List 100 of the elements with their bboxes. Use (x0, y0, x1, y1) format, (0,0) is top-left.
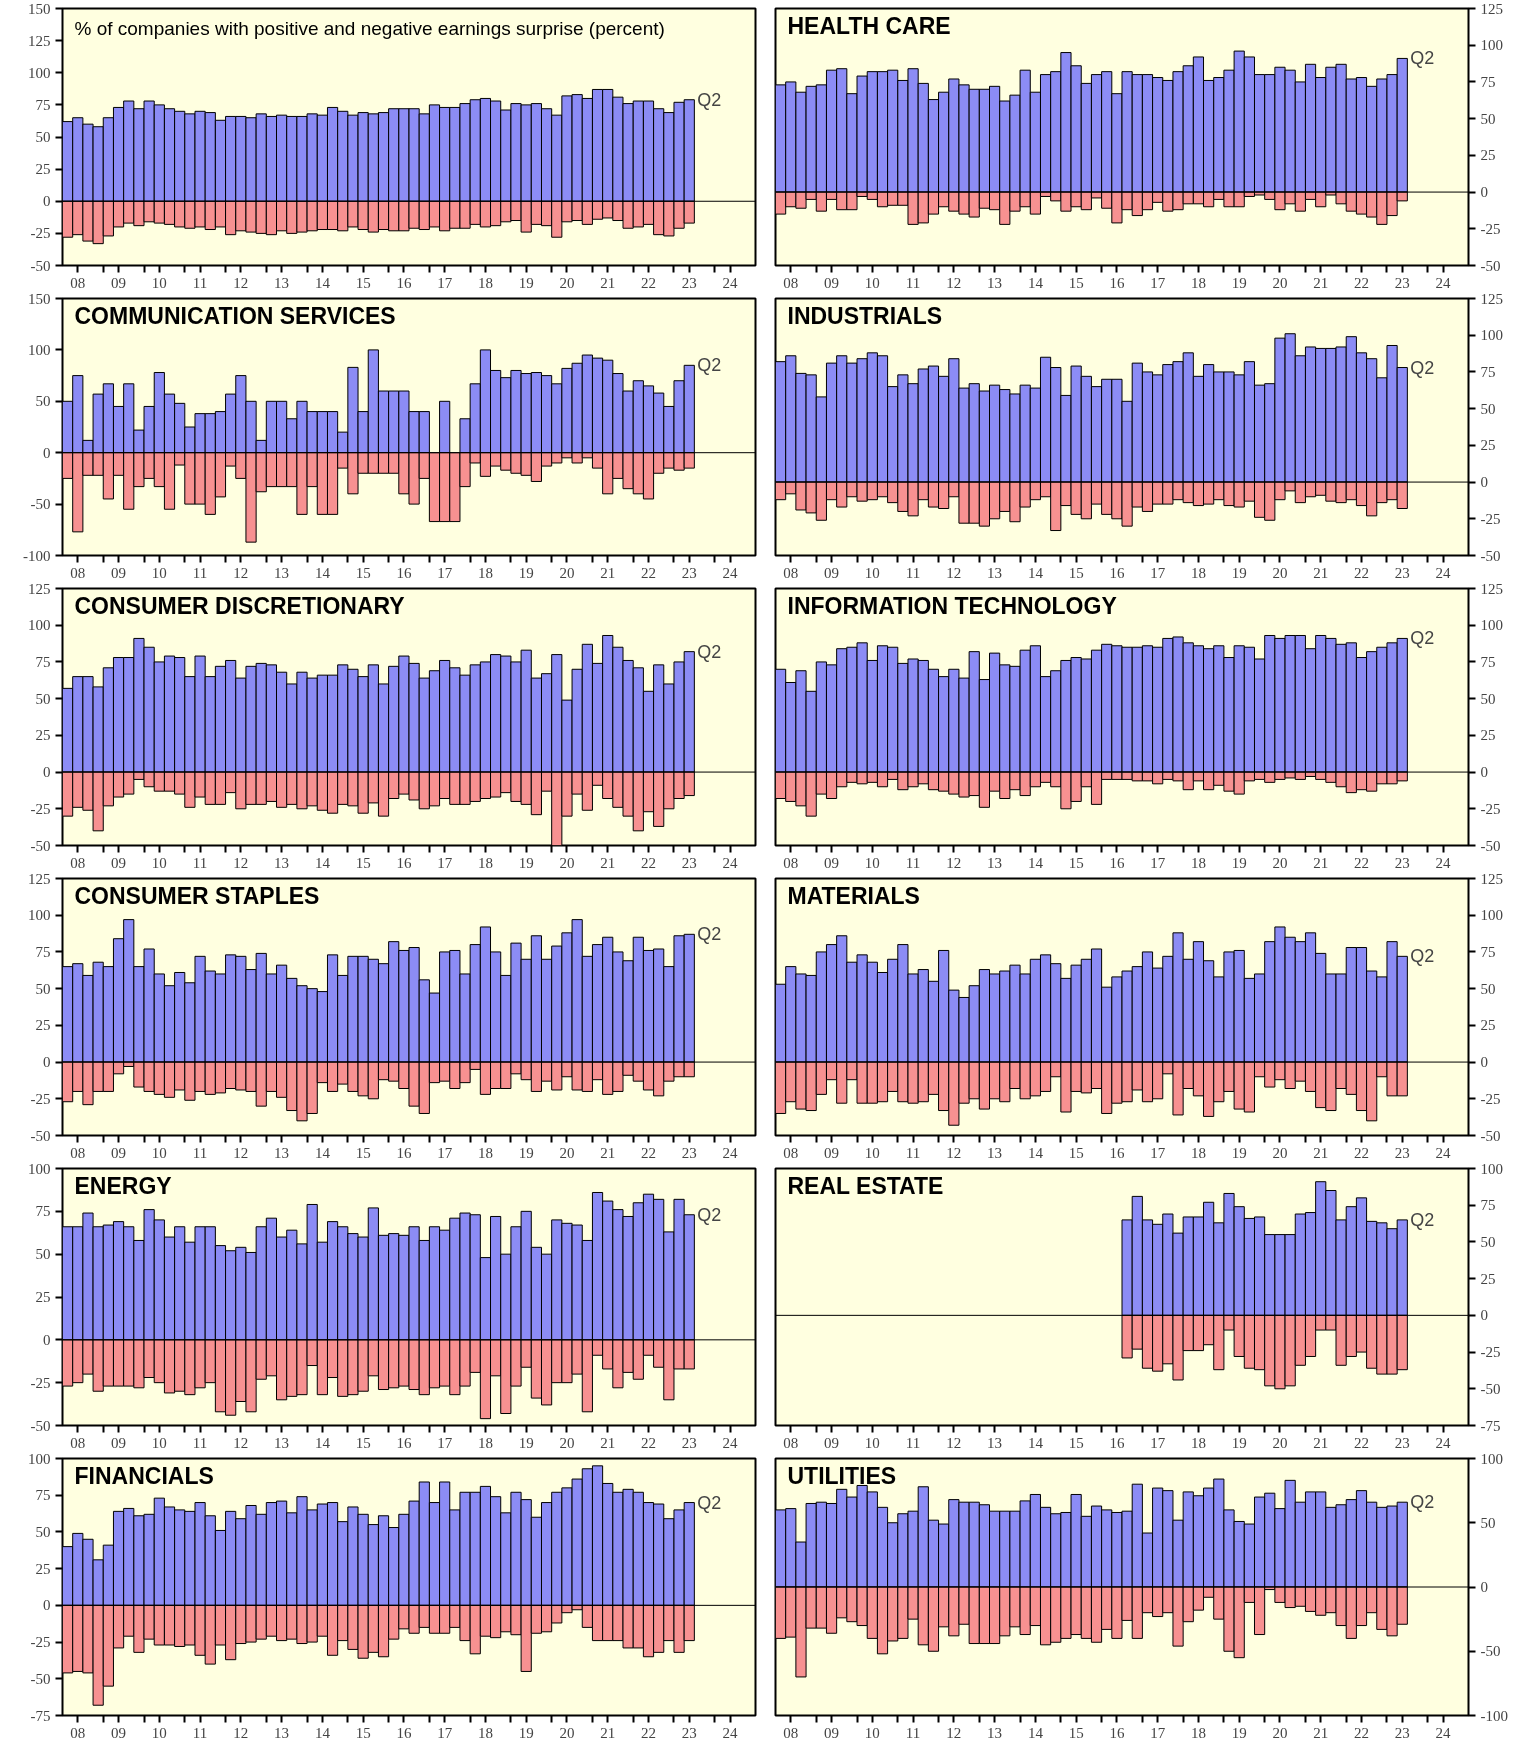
y-tick-label: 100 (1480, 1160, 1503, 1177)
x-tick-label: 15 (1068, 854, 1084, 871)
x-tick-label: 22 (1353, 564, 1369, 581)
x-tick-label: 10 (151, 1434, 167, 1451)
y-tick-label: 0 (43, 1054, 51, 1071)
x-tick-label: 24 (1435, 1724, 1452, 1741)
x-tick-label: 12 (233, 274, 249, 291)
y-tick-label: 75 (35, 1487, 51, 1504)
x-tick-label: 14 (1027, 854, 1044, 871)
x-tick-label: 11 (192, 1724, 208, 1741)
x-tick-label: 10 (151, 1724, 167, 1741)
x-tick-label: 19 (518, 274, 534, 291)
x-tick-label: 08 (70, 1724, 86, 1741)
x-tick-label: 17 (437, 854, 453, 871)
x-tick-label: 10 (151, 274, 167, 291)
annotation: Q2 (1410, 357, 1435, 378)
x-tick-label: 23 (1394, 1434, 1410, 1451)
x-tick-label: 18 (1190, 564, 1206, 581)
x-tick-label: 22 (1353, 1434, 1369, 1451)
y-tick-label: 50 (1480, 400, 1496, 417)
y-tick-label: 0 (1480, 1054, 1488, 1071)
x-tick-label: 22 (640, 854, 656, 871)
x-tick-label: 16 (1109, 1144, 1125, 1161)
x-tick-label: 14 (314, 564, 331, 581)
x-tick-label: 14 (1027, 1724, 1044, 1741)
x-tick-label: 08 (783, 274, 799, 291)
y-tick-label: 25 (35, 1017, 51, 1034)
y-tick-label: -25 (1480, 510, 1501, 527)
y-tick-label: 0 (1480, 1579, 1488, 1595)
x-tick-label: 08 (783, 1434, 799, 1451)
x-tick-label: 10 (151, 854, 167, 871)
y-tick-label: -25 (1480, 800, 1501, 817)
x-tick-label: 11 (192, 854, 208, 871)
x-tick-label: 10 (151, 564, 167, 581)
x-tick-label: 13 (274, 1434, 290, 1451)
y-tick-label: 25 (35, 727, 51, 744)
x-tick-label: 16 (1109, 564, 1125, 581)
x-tick-label: 15 (355, 854, 371, 871)
x-tick-label: 21 (600, 1724, 616, 1741)
y-tick-label: -25 (30, 225, 51, 242)
y-tick-label: 100 (28, 64, 51, 81)
x-tick-label: 23 (681, 854, 697, 871)
x-tick-label: 16 (1109, 854, 1125, 871)
y-tick-label: 0 (43, 193, 51, 210)
x-tick-label: 19 (518, 854, 534, 871)
x-tick-label: 17 (1150, 564, 1166, 581)
x-tick-label: 21 (600, 274, 616, 291)
y-tick-label: -25 (1480, 220, 1501, 237)
y-tick-label: 0 (43, 1597, 51, 1614)
y-tick-label: 75 (35, 653, 51, 670)
x-tick-label: 19 (518, 1434, 534, 1451)
y-tick-label: 50 (1480, 980, 1496, 997)
x-tick-label: 23 (681, 1724, 697, 1741)
x-tick-label: 17 (437, 564, 453, 581)
x-tick-label: 10 (151, 1144, 167, 1161)
y-tick-label: 100 (28, 1160, 51, 1177)
x-tick-label: 08 (70, 854, 86, 871)
x-tick-label: 09 (824, 854, 840, 871)
x-tick-label: 23 (681, 1434, 697, 1451)
annotation: Q2 (1410, 628, 1435, 649)
x-tick-label: 24 (1435, 1144, 1452, 1161)
x-tick-label: 09 (111, 564, 127, 581)
annotation: Q2 (1410, 48, 1435, 69)
text: % of companies with positive and negative earnings surprise (percent) (74, 17, 665, 39)
x-tick-label: 12 (946, 1144, 962, 1161)
annotation: Q2 (697, 89, 722, 110)
y-tick-label: 100 (1480, 907, 1503, 924)
y-tick-label: 100 (28, 1450, 51, 1467)
x-tick-label: 15 (1068, 1434, 1084, 1451)
x-tick-label: 18 (1190, 1724, 1206, 1741)
y-tick-label: -50 (30, 1127, 51, 1144)
x-tick-label: 12 (946, 564, 962, 581)
x-tick-label: 12 (233, 1434, 249, 1451)
y-tick-label: 150 (28, 0, 51, 17)
annotation: Q2 (697, 924, 722, 945)
x-tick-label: 11 (905, 854, 921, 871)
annotation: Q2 (697, 1204, 722, 1225)
y-tick-label: 0 (1480, 474, 1488, 491)
x-tick-label: 11 (192, 274, 208, 291)
x-tick-label: 09 (824, 1434, 840, 1451)
x-tick-label: 18 (477, 564, 493, 581)
x-tick-label: 20 (1272, 1144, 1288, 1161)
x-tick-label: 22 (640, 1144, 656, 1161)
y-tick-label: 50 (35, 1523, 51, 1540)
x-tick-label: 16 (396, 1724, 412, 1741)
x-tick-label: 20 (1272, 854, 1288, 871)
y-tick-label: 100 (1480, 1450, 1503, 1467)
x-tick-label: 19 (1231, 854, 1247, 871)
x-tick-label: 13 (987, 1434, 1003, 1451)
x-tick-label: 09 (824, 1724, 840, 1741)
x-tick-label: 20 (1272, 564, 1288, 581)
x-tick-label: 22 (640, 274, 656, 291)
x-tick-label: 16 (1109, 274, 1125, 291)
x-tick-label: 12 (946, 854, 962, 871)
x-tick-label: 16 (396, 274, 412, 291)
x-tick-label: 14 (314, 1434, 331, 1451)
x-tick-label: 21 (1313, 1434, 1329, 1451)
y-tick-label: 0 (43, 764, 51, 781)
x-tick-label: 12 (233, 564, 249, 581)
x-tick-label: 13 (274, 1724, 290, 1741)
